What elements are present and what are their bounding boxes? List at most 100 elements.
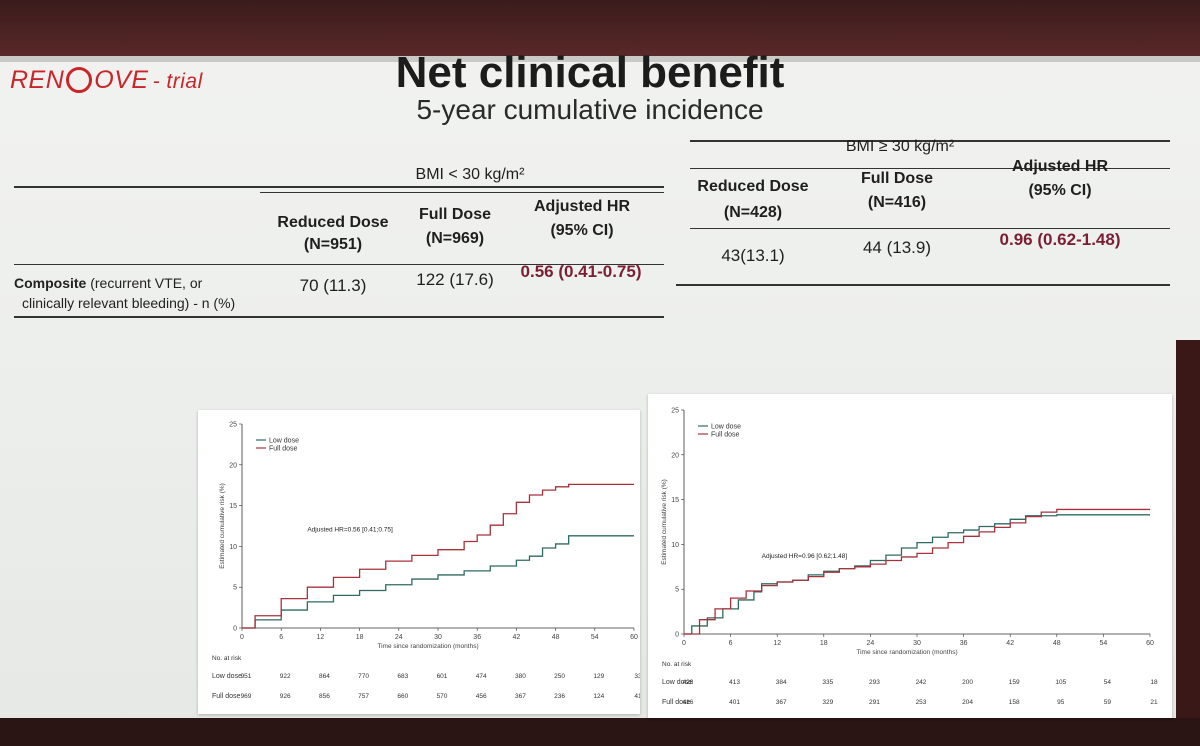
x-axis-label: Time since randomization (months) bbox=[377, 643, 478, 650]
x-tick-label: 48 bbox=[552, 634, 560, 641]
risk-value: 200 bbox=[962, 679, 973, 686]
left-col-hr: Adjusted HR bbox=[534, 198, 630, 215]
right-full-value: 44 (13.9) bbox=[862, 238, 932, 257]
x-tick-label: 30 bbox=[913, 640, 921, 647]
legend-label: Full dose bbox=[269, 446, 298, 453]
x-tick-label: 12 bbox=[317, 634, 325, 641]
risk-value: 428 bbox=[683, 679, 694, 686]
slide-subtitle: 5-year cumulative incidence bbox=[416, 94, 764, 125]
top-dark-band bbox=[0, 0, 1200, 56]
risk-value: 253 bbox=[916, 699, 927, 706]
x-tick-label: 30 bbox=[434, 634, 442, 641]
risk-value: 864 bbox=[319, 673, 330, 680]
risk-value: 329 bbox=[822, 699, 833, 706]
risk-value: 129 bbox=[593, 673, 604, 680]
x-tick-label: 12 bbox=[773, 640, 781, 647]
y-tick-label: 25 bbox=[229, 422, 237, 429]
left-full-value: 122 (17.6) bbox=[416, 270, 494, 289]
low-dose-curve bbox=[242, 535, 634, 629]
x-tick-label: 6 bbox=[729, 640, 733, 647]
risk-value: 384 bbox=[776, 679, 787, 686]
hr-annotation: Adjusted HR=0.96 [0.62;1.48] bbox=[762, 553, 848, 560]
y-tick-label: 5 bbox=[233, 585, 237, 592]
risk-value: 21 bbox=[1150, 699, 1158, 706]
risk-value: 969 bbox=[241, 693, 252, 700]
right-col-reduced: Reduced Dose bbox=[697, 178, 809, 195]
risk-value: 770 bbox=[358, 673, 369, 680]
risk-value: 660 bbox=[397, 693, 408, 700]
row-label-line2: clinically relevant bleeding) - n (%) bbox=[22, 295, 236, 311]
risk-value: 856 bbox=[319, 693, 330, 700]
risk-value: 33 bbox=[634, 673, 640, 680]
right-n-reduced: (N=428) bbox=[723, 204, 783, 221]
risk-value: 95 bbox=[1057, 699, 1065, 706]
risk-value: 413 bbox=[729, 679, 740, 686]
left-n-full: (N=969) bbox=[425, 230, 485, 247]
logo-main: REN bbox=[10, 66, 65, 94]
x-axis-label: Time since randomization (months) bbox=[856, 649, 957, 656]
right-bottom-rule bbox=[676, 284, 1170, 286]
left-bottom-rule bbox=[14, 316, 664, 318]
x-tick-label: 36 bbox=[960, 640, 968, 647]
x-tick-label: 60 bbox=[1146, 640, 1154, 647]
right-hr-value: 0.96 (0.62-1.48) bbox=[999, 230, 1121, 249]
x-tick-label: 18 bbox=[820, 640, 828, 647]
risk-value: 18 bbox=[1150, 679, 1158, 686]
x-tick-label: 6 bbox=[279, 634, 283, 641]
x-tick-label: 54 bbox=[591, 634, 599, 641]
risk-value: 456 bbox=[476, 693, 487, 700]
risk-value: 335 bbox=[822, 679, 833, 686]
risk-table-title: No. at risk bbox=[662, 661, 692, 668]
km-plot-right: 0 5 10 15 20 25 0 6 12 18 24 30 36 42 48 54 60 Time since… bbox=[661, 408, 1158, 707]
x-tick-label: 24 bbox=[867, 640, 875, 647]
risk-value: 291 bbox=[869, 699, 880, 706]
left-col-ci: (95% CI) bbox=[550, 222, 614, 239]
risk-table-title: No. at risk bbox=[212, 655, 242, 662]
renove-trial-logo: REN OVE - trial bbox=[10, 66, 203, 95]
x-tick-label: 24 bbox=[395, 634, 403, 641]
risk-value: 367 bbox=[776, 699, 787, 706]
risk-row-label: Low dose bbox=[212, 673, 242, 680]
right-col-full: Full Dose bbox=[860, 170, 933, 187]
right-group-header: BMI ≥ 30 kg/m² bbox=[845, 138, 955, 155]
row-label-bold: Composite bbox=[14, 275, 87, 291]
left-header-rule bbox=[14, 264, 664, 265]
row-label-rest: (recurrent VTE, or bbox=[86, 275, 203, 291]
low-dose-curve bbox=[684, 514, 1150, 635]
risk-value: 757 bbox=[358, 693, 369, 700]
risk-value: 242 bbox=[916, 679, 927, 686]
risk-value: 236 bbox=[554, 693, 565, 700]
x-tick-label: 60 bbox=[630, 634, 638, 641]
right-group-rule bbox=[690, 168, 1170, 169]
right-reduced-value: 43(13.1) bbox=[721, 246, 785, 265]
right-col-hr: Adjusted HR bbox=[1012, 158, 1108, 175]
right-top-rule bbox=[690, 140, 1170, 142]
risk-value: 380 bbox=[515, 673, 526, 680]
risk-value: 951 bbox=[241, 673, 252, 680]
left-top-rule bbox=[14, 186, 664, 188]
risk-value: 54 bbox=[1104, 679, 1112, 686]
left-n-reduced: (N=951) bbox=[303, 236, 363, 253]
risk-value: 474 bbox=[476, 673, 487, 680]
logo-sub: - trial bbox=[152, 70, 203, 93]
x-tick-label: 42 bbox=[513, 634, 521, 641]
risk-value: 105 bbox=[1055, 679, 1066, 686]
logo-lungs-icon bbox=[66, 67, 93, 93]
risk-value: 124 bbox=[593, 693, 604, 700]
risk-value: 683 bbox=[397, 673, 408, 680]
left-col-full: Full Dose bbox=[418, 206, 491, 223]
risk-value: 922 bbox=[280, 673, 291, 680]
left-group-header: BMI < 30 kg/m² bbox=[415, 166, 525, 183]
top-divider-band bbox=[0, 56, 1200, 62]
y-tick-label: 15 bbox=[671, 497, 679, 504]
full-dose-curve bbox=[684, 508, 1150, 635]
y-axis-label: Estimated cumulative risk (%) bbox=[219, 483, 226, 569]
x-tick-label: 18 bbox=[356, 634, 364, 641]
legend-label: Low dose bbox=[269, 438, 299, 445]
x-tick-label: 0 bbox=[682, 640, 686, 647]
x-tick-label: 36 bbox=[473, 634, 481, 641]
risk-value: 293 bbox=[869, 679, 880, 686]
y-tick-label: 0 bbox=[233, 626, 237, 633]
y-tick-label: 10 bbox=[671, 542, 679, 549]
y-tick-label: 20 bbox=[671, 452, 679, 459]
